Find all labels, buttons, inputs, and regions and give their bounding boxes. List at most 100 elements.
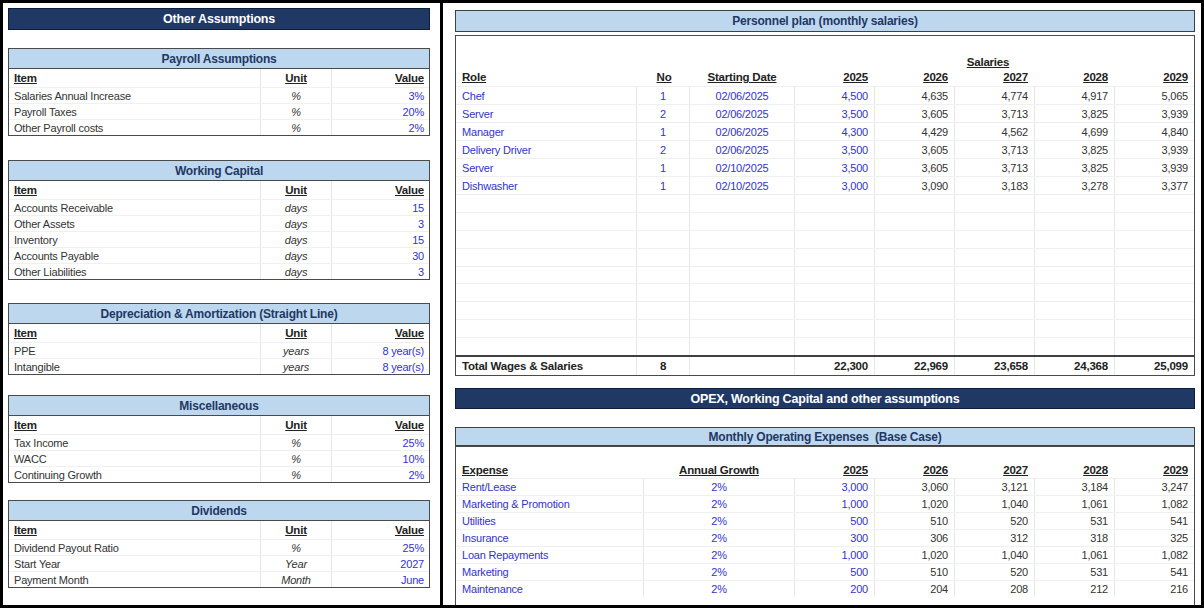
cell-year-empty <box>1034 284 1114 301</box>
cell-year-empty <box>954 338 1034 355</box>
cell-year-2025[interactable]: 3,500 <box>794 141 874 158</box>
cell-annual-growth[interactable]: 2% <box>643 513 794 529</box>
cell-year-2025[interactable]: 300 <box>794 530 874 546</box>
column-header-item: Item <box>9 524 260 536</box>
cell-year-empty <box>1034 231 1114 248</box>
cell-value[interactable]: 3% <box>331 88 429 103</box>
personnel-table: Salaries Role No Starting Date 2025 2026… <box>455 35 1195 376</box>
cell-unit: years <box>260 359 331 374</box>
cell-year-2025[interactable]: 4,500 <box>794 87 874 104</box>
empty-row <box>456 194 1194 212</box>
cell-year-2028: 1,061 <box>1034 547 1114 563</box>
cell-year-2027: 312 <box>954 530 1034 546</box>
cell-value[interactable]: 8 year(s) <box>331 343 429 358</box>
section-header: Payroll Assumptions <box>9 49 429 69</box>
cell-year-empty <box>1034 338 1114 355</box>
cell-value[interactable]: 20% <box>331 104 429 119</box>
assumptions-section: MiscellaneousItemUnitValueTax Income%25%… <box>8 395 430 483</box>
cell-no-empty <box>636 249 689 266</box>
section-header: Working Capital <box>9 161 429 181</box>
cell-starting-date[interactable]: 02/06/2025 <box>689 123 794 140</box>
cell-year-2025[interactable]: 4,300 <box>794 123 874 140</box>
cell-value[interactable]: 25% <box>331 435 429 450</box>
column-header-unit: Unit <box>260 69 331 87</box>
cell-value[interactable]: 10% <box>331 451 429 466</box>
cell-year-2029: 216 <box>1114 581 1194 597</box>
cell-expense[interactable]: Maintenance <box>456 583 643 595</box>
cell-unit: days <box>260 200 331 215</box>
cell-value[interactable]: 3 <box>331 216 429 231</box>
cell-year-2026: 1,020 <box>874 496 954 512</box>
cell-expense[interactable]: Loan Repayments <box>456 549 643 561</box>
cell-value[interactable]: 3 <box>331 264 429 279</box>
cell-year-2025[interactable]: 200 <box>794 581 874 597</box>
cell-year-2029: 3,939 <box>1114 105 1194 122</box>
cell-year-2027: 4,774 <box>954 87 1034 104</box>
cell-unit: % <box>260 104 331 119</box>
table-row: Other Payroll costs%2% <box>9 119 429 135</box>
cell-year-2025[interactable]: 500 <box>794 513 874 529</box>
cell-year-2028: 3,825 <box>1034 105 1114 122</box>
cell-role[interactable]: Chef <box>456 90 636 102</box>
cell-no[interactable]: 2 <box>636 141 689 158</box>
cell-starting-date[interactable]: 02/06/2025 <box>689 87 794 104</box>
cell-annual-growth[interactable]: 2% <box>643 530 794 546</box>
table-row: Delivery Driver202/06/20253,5003,6053,71… <box>456 140 1194 158</box>
cell-value[interactable]: June <box>331 572 429 587</box>
cell-starting-date[interactable]: 02/10/2025 <box>689 159 794 176</box>
cell-no[interactable]: 1 <box>636 123 689 140</box>
cell-no[interactable]: 1 <box>636 159 689 176</box>
cell-expense[interactable]: Marketing & Promotion <box>456 498 643 510</box>
cell-annual-growth[interactable]: 2% <box>643 547 794 563</box>
cell-annual-growth[interactable]: 2% <box>643 581 794 597</box>
cell-expense[interactable]: Insurance <box>456 532 643 544</box>
monthly-opex-header: Monthly Operating Expenses (Base Case) <box>455 427 1195 446</box>
cell-value[interactable]: 2% <box>331 467 429 482</box>
cell-value[interactable]: 15 <box>331 232 429 247</box>
cell-starting-date[interactable]: 02/10/2025 <box>689 177 794 194</box>
cell-role[interactable]: Dishwasher <box>456 180 636 192</box>
cell-year-empty <box>1034 302 1114 319</box>
cell-role[interactable]: Delivery Driver <box>456 144 636 156</box>
cell-year-empty <box>794 302 874 319</box>
table-row: Marketing & Promotion2%1,0001,0201,0401,… <box>456 495 1194 512</box>
assumptions-section: DividendsItemUnitValueDividend Payout Ra… <box>8 500 430 588</box>
cell-value[interactable]: 8 year(s) <box>331 359 429 374</box>
cell-value[interactable]: 2027 <box>331 556 429 571</box>
cell-year-2025[interactable]: 1,000 <box>794 547 874 563</box>
cell-year-2025[interactable]: 1,000 <box>794 496 874 512</box>
cell-item: WACC <box>9 453 260 465</box>
cell-no[interactable]: 1 <box>636 177 689 194</box>
column-header-no: No <box>638 68 690 86</box>
cell-year-2025[interactable]: 3,000 <box>794 479 874 495</box>
column-header-unit: Unit <box>260 521 331 539</box>
cell-starting-date[interactable]: 02/06/2025 <box>689 141 794 158</box>
cell-item: Salaries Annual Increase <box>9 90 260 102</box>
cell-year-2027: 3,183 <box>954 177 1034 194</box>
cell-annual-growth[interactable]: 2% <box>643 564 794 580</box>
cell-year-2025[interactable]: 3,500 <box>794 105 874 122</box>
cell-value[interactable]: 25% <box>331 540 429 555</box>
cell-year-2025[interactable]: 500 <box>794 564 874 580</box>
cell-value[interactable]: 15 <box>331 200 429 215</box>
cell-year-empty <box>874 320 954 337</box>
column-header-2027: 2027 <box>954 461 1034 478</box>
cell-expense[interactable]: Marketing <box>456 566 643 578</box>
cell-annual-growth[interactable]: 2% <box>643 479 794 495</box>
cell-role[interactable]: Manager <box>456 126 636 138</box>
cell-year-2025[interactable]: 3,000 <box>794 177 874 194</box>
cell-expense[interactable]: Rent/Lease <box>456 481 643 493</box>
cell-annual-growth[interactable]: 2% <box>643 496 794 512</box>
cell-starting-date[interactable]: 02/06/2025 <box>689 105 794 122</box>
cell-role[interactable]: Server <box>456 162 636 174</box>
cell-no[interactable]: 1 <box>636 87 689 104</box>
cell-value[interactable]: 30 <box>331 248 429 263</box>
cell-role[interactable]: Server <box>456 108 636 120</box>
cell-year-2027: 3,713 <box>954 105 1034 122</box>
cell-expense[interactable]: Utilities <box>456 515 643 527</box>
cell-year-2029: 541 <box>1114 513 1194 529</box>
cell-year-2026: 3,605 <box>874 141 954 158</box>
cell-value[interactable]: 2% <box>331 120 429 135</box>
cell-no[interactable]: 2 <box>636 105 689 122</box>
cell-year-2025[interactable]: 3,500 <box>794 159 874 176</box>
